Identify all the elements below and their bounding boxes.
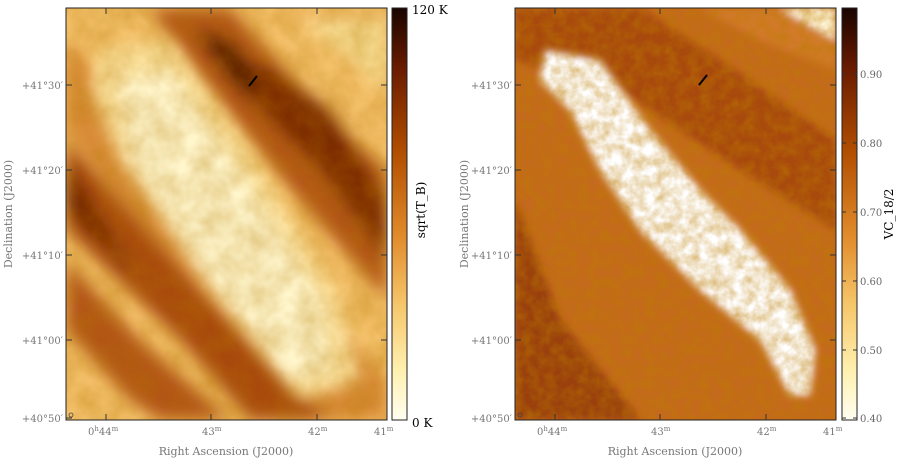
left-axis-ticks — [66, 8, 387, 420]
left-xtick-label: 0h44m — [88, 425, 119, 438]
right-xtick-label: 43m — [651, 425, 671, 438]
left-marker — [248, 75, 258, 87]
right-axis-ticks — [515, 8, 836, 420]
right-colorbar-label: VC_18/2 — [882, 189, 896, 241]
right-ytick-label: +40°50′ — [471, 414, 513, 425]
left-colorbar-label: sqrt(T_B) — [414, 182, 428, 239]
left-ytick-label: +41°30′ — [22, 81, 64, 92]
left-colorbar-max-label: 120 K — [412, 3, 449, 17]
left-colorbar — [391, 7, 408, 421]
left-xtick-label: 41m — [374, 425, 394, 438]
left-frame — [65, 7, 388, 421]
right-colorbar-tick-label: 0.40 — [860, 414, 882, 425]
right-colorbar-tick-label: 0.60 — [860, 277, 882, 288]
right-colorbar-tick-label: 0.80 — [860, 139, 882, 150]
left-xtick-label: 42m — [308, 425, 328, 438]
right-sky-map — [515, 8, 836, 420]
right-marker — [698, 74, 708, 86]
right-xtick-label: 41m — [823, 425, 843, 438]
left-colorbar-min-label: 0 K — [412, 416, 433, 430]
left-x-axis-label: Right Ascension (J2000) — [159, 445, 294, 458]
right-colorbar — [841, 7, 858, 421]
right-ytick-label: +41°20′ — [471, 166, 513, 177]
right-xtick-label: 42m — [757, 425, 777, 438]
right-ytick-label: +41°10′ — [471, 251, 513, 262]
right-frame — [514, 7, 837, 421]
right-ytick-label: +41°30′ — [471, 81, 513, 92]
left-y-axis-label: Declination (J2000) — [2, 160, 15, 268]
right-y-axis-label: Declination (J2000) — [458, 160, 471, 268]
right-colorbar-tick-label: 0.90 — [860, 70, 882, 81]
left-sky-map — [66, 8, 387, 420]
left-ytick-label: +41°00′ — [22, 336, 64, 347]
right-colorbar-tick-label: 0.70 — [860, 208, 882, 219]
right-beam-marker — [517, 412, 523, 418]
right-colorbar-tick-label: 0.50 — [860, 346, 882, 357]
right-colorbar-ticks — [842, 73, 857, 419]
right-xtick-label: 0h44m — [537, 425, 568, 438]
left-ytick-label: +40°50′ — [22, 414, 64, 425]
left-beam-marker — [68, 412, 74, 418]
left-ytick-label: +41°10′ — [22, 251, 64, 262]
left-xtick-label: 43m — [202, 425, 222, 438]
left-ytick-label: +41°20′ — [22, 166, 64, 177]
right-ytick-label: +41°00′ — [471, 336, 513, 347]
right-x-axis-label: Right Ascension (J2000) — [608, 445, 743, 458]
